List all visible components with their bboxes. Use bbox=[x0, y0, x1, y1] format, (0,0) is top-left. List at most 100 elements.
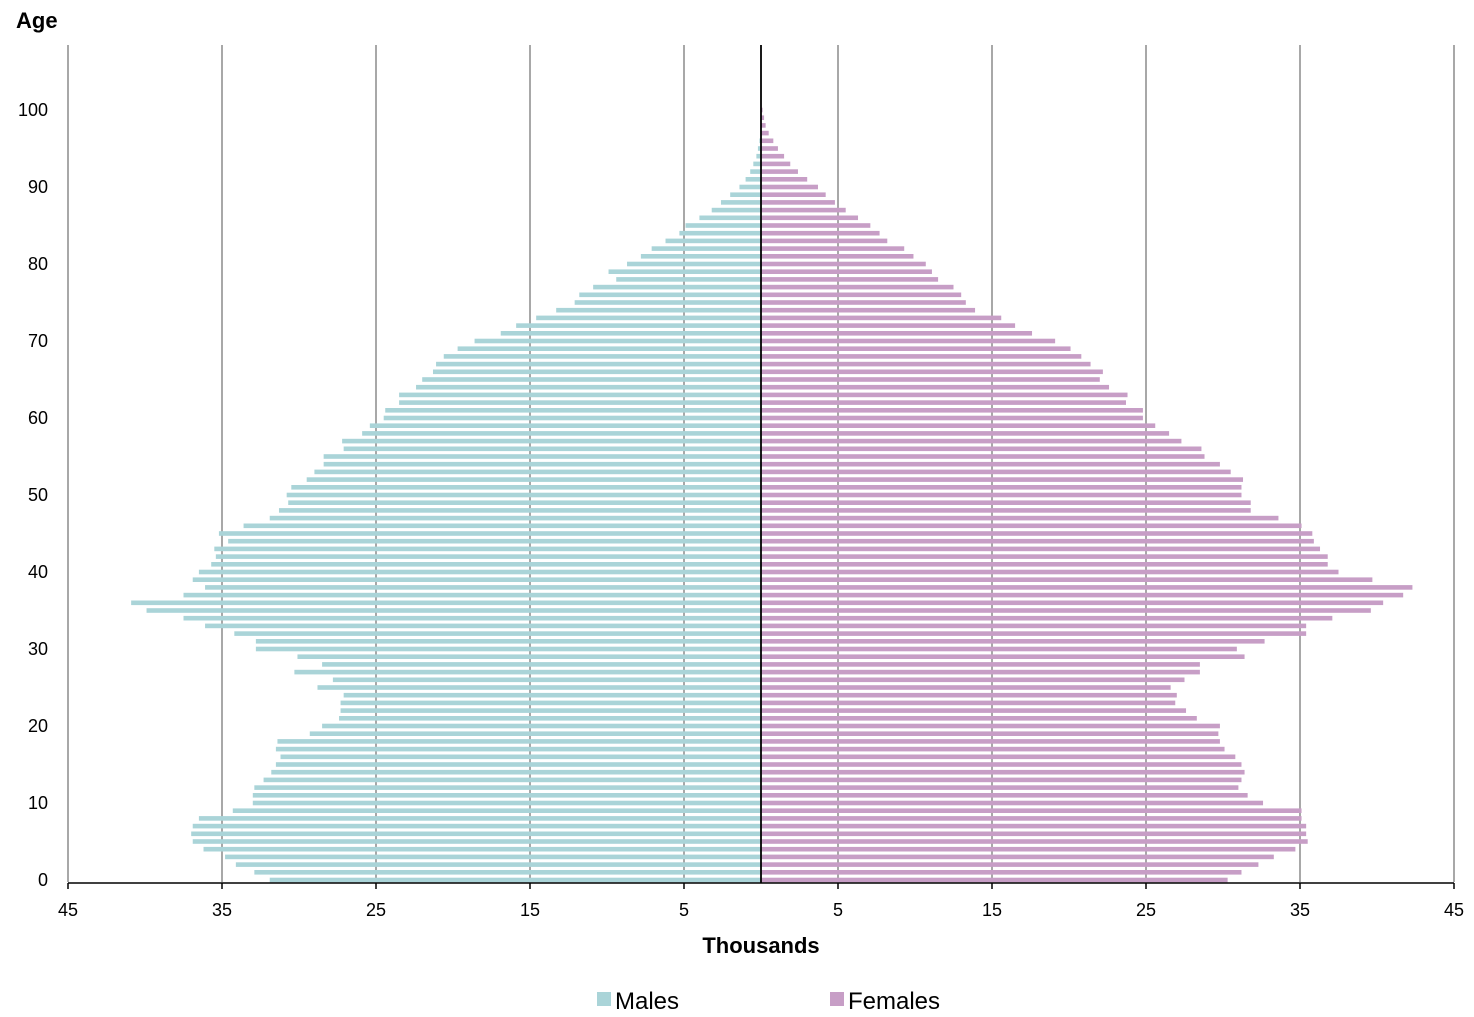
bar-males-age-77 bbox=[593, 284, 761, 290]
bar-females-age-71 bbox=[761, 331, 1033, 336]
bar-males-age-76 bbox=[579, 292, 761, 298]
bar-males-age-80 bbox=[627, 261, 761, 267]
bar-males-age-47 bbox=[269, 515, 761, 521]
bar-females-age-69 bbox=[761, 346, 1071, 351]
bar-males-age-86 bbox=[699, 215, 761, 221]
bar-males-age-39 bbox=[192, 577, 762, 582]
bar-females-age-34 bbox=[761, 615, 1333, 621]
y-tick-label-2: 20 bbox=[28, 716, 48, 736]
bar-females-age-99 bbox=[761, 115, 765, 120]
bar-females-age-5 bbox=[761, 839, 1308, 844]
axes bbox=[67, 45, 1455, 889]
bar-females-age-41 bbox=[761, 562, 1328, 567]
bar-males-age-73 bbox=[536, 315, 761, 321]
bar-males-age-91 bbox=[745, 177, 761, 182]
bar-females-age-16 bbox=[761, 754, 1236, 760]
bar-males-age-3 bbox=[225, 854, 761, 860]
bar-females-age-2 bbox=[761, 862, 1259, 867]
bar-males-age-1 bbox=[254, 870, 761, 875]
bar-females-age-43 bbox=[761, 546, 1321, 552]
bar-females-age-1 bbox=[761, 870, 1242, 875]
bar-females-age-46 bbox=[761, 523, 1302, 529]
bar-females-age-45 bbox=[761, 531, 1313, 536]
bar-females-age-84 bbox=[761, 230, 880, 236]
bar-females-age-74 bbox=[761, 307, 976, 313]
bar-females-age-23 bbox=[761, 700, 1176, 706]
bar-males-age-27 bbox=[294, 669, 761, 675]
y-tick-label-5: 50 bbox=[28, 485, 48, 505]
bar-males-age-37 bbox=[183, 592, 761, 598]
bar-females-age-21 bbox=[761, 716, 1197, 721]
bar-males-age-11 bbox=[252, 793, 762, 798]
bar-males-age-6 bbox=[191, 831, 761, 837]
bar-females-age-91 bbox=[761, 177, 808, 182]
bar-males-age-62 bbox=[399, 400, 761, 405]
bar-females-age-54 bbox=[761, 461, 1220, 467]
bar-females-age-94 bbox=[761, 153, 785, 159]
bar-females-age-51 bbox=[761, 485, 1242, 490]
bar-males-age-58 bbox=[362, 431, 761, 436]
x-tick-label-2: 25 bbox=[366, 900, 386, 920]
bar-males-age-5 bbox=[192, 839, 762, 844]
bar-males-age-51 bbox=[291, 485, 761, 490]
bar-males-age-63 bbox=[399, 392, 761, 398]
bar-males-age-0 bbox=[269, 877, 761, 883]
males-bars bbox=[131, 107, 762, 883]
bar-males-age-64 bbox=[416, 384, 761, 390]
bar-males-age-78 bbox=[616, 277, 761, 282]
bar-males-age-83 bbox=[665, 238, 761, 244]
bar-males-age-7 bbox=[192, 823, 762, 829]
bar-females-age-3 bbox=[761, 854, 1274, 860]
x-axis-title: Thousands bbox=[702, 933, 819, 958]
bar-males-age-60 bbox=[383, 415, 761, 421]
bar-females-age-90 bbox=[761, 184, 818, 190]
bar-females-age-42 bbox=[761, 554, 1328, 559]
bar-males-age-81 bbox=[640, 254, 761, 259]
bar-females-age-50 bbox=[761, 492, 1242, 498]
bar-females-age-57 bbox=[761, 438, 1182, 444]
bar-males-age-71 bbox=[500, 331, 761, 336]
y-tick-label-3: 30 bbox=[28, 639, 48, 659]
bar-females-age-20 bbox=[761, 723, 1220, 729]
bar-males-age-12 bbox=[254, 785, 761, 790]
bar-females-age-35 bbox=[761, 608, 1371, 613]
females-bars bbox=[761, 107, 1413, 883]
y-tick-label-9: 90 bbox=[28, 177, 48, 197]
bar-males-age-15 bbox=[275, 762, 761, 767]
bar-females-age-67 bbox=[761, 361, 1091, 367]
bar-females-age-66 bbox=[761, 369, 1103, 375]
bar-females-age-40 bbox=[761, 569, 1339, 575]
bar-females-age-26 bbox=[761, 677, 1185, 683]
bar-males-age-44 bbox=[228, 538, 761, 544]
bar-males-age-66 bbox=[432, 369, 761, 375]
bar-males-age-4 bbox=[203, 846, 761, 852]
bar-males-age-53 bbox=[314, 469, 761, 475]
bar-males-age-8 bbox=[198, 816, 761, 821]
bar-females-age-37 bbox=[761, 592, 1404, 598]
bar-females-age-10 bbox=[761, 800, 1264, 806]
bar-males-age-59 bbox=[369, 423, 761, 428]
bar-males-age-18 bbox=[277, 739, 761, 744]
bar-males-age-16 bbox=[280, 754, 761, 760]
bar-males-age-87 bbox=[711, 207, 761, 213]
y-tick-label-1: 10 bbox=[28, 793, 48, 813]
bar-females-age-80 bbox=[761, 261, 926, 267]
bar-females-age-52 bbox=[761, 477, 1244, 482]
bar-males-age-38 bbox=[205, 585, 761, 590]
bar-males-age-69 bbox=[457, 346, 761, 351]
bar-males-age-57 bbox=[342, 438, 761, 444]
y-tick-labels: 0 10 20 30 40 50 60 70 80 90 100 bbox=[18, 100, 48, 890]
bar-males-age-72 bbox=[516, 323, 761, 328]
bar-females-age-17 bbox=[761, 746, 1225, 752]
bar-males-age-35 bbox=[146, 608, 762, 613]
y-axis-title: Age bbox=[16, 8, 58, 33]
bar-females-age-22 bbox=[761, 708, 1187, 713]
bar-males-age-49 bbox=[288, 500, 761, 505]
bar-males-age-20 bbox=[322, 723, 761, 729]
bar-males-age-89 bbox=[730, 192, 761, 197]
bar-females-age-82 bbox=[761, 246, 905, 251]
bar-males-age-22 bbox=[340, 708, 761, 713]
bar-males-age-95 bbox=[757, 146, 761, 151]
bar-males-age-46 bbox=[243, 523, 761, 529]
bar-males-age-31 bbox=[255, 639, 761, 644]
